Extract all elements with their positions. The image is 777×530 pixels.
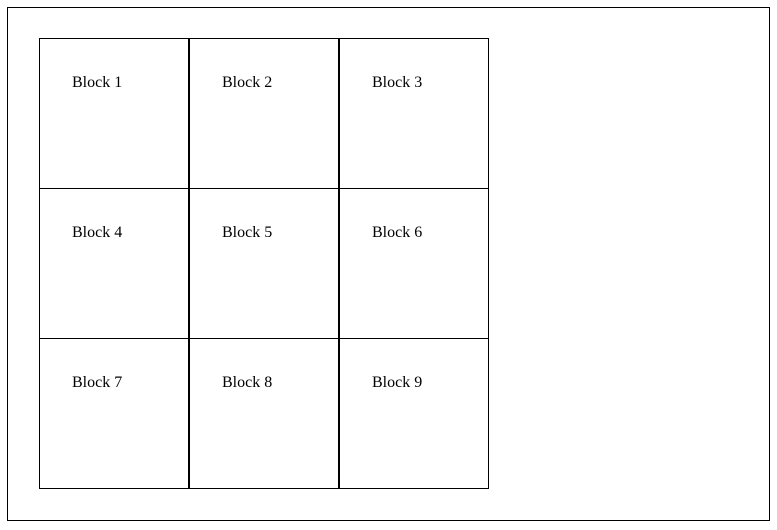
block-5: Block 5 xyxy=(189,188,339,339)
block-6: Block 6 xyxy=(339,188,489,339)
block-5-label: Block 5 xyxy=(222,224,273,241)
block-3: Block 3 xyxy=(339,38,489,189)
block-grid: Block 1 Block 2 Block 3 Block 4 Block 5 … xyxy=(39,38,489,490)
block-7-label: Block 7 xyxy=(72,374,123,391)
block-2-label: Block 2 xyxy=(222,74,273,91)
block-6-label: Block 6 xyxy=(372,224,423,241)
block-4: Block 4 xyxy=(39,188,189,339)
block-2: Block 2 xyxy=(189,38,339,189)
block-3-label: Block 3 xyxy=(372,74,423,91)
block-8-label: Block 8 xyxy=(222,374,273,391)
block-9: Block 9 xyxy=(339,338,489,489)
block-8: Block 8 xyxy=(189,338,339,489)
block-9-label: Block 9 xyxy=(372,374,423,391)
block-1-label: Block 1 xyxy=(72,74,123,91)
block-4-label: Block 4 xyxy=(72,224,123,241)
block-1: Block 1 xyxy=(39,38,189,189)
block-7: Block 7 xyxy=(39,338,189,489)
